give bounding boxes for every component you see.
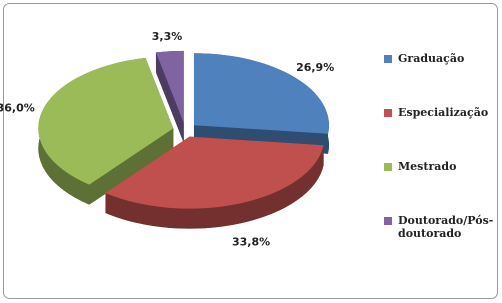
legend-swatch [384,163,392,171]
data-label: 3,3% [152,30,183,43]
data-label: 36,0% [0,101,35,114]
legend-swatch [384,109,392,117]
legend-label: Graduação [398,52,465,65]
data-label: 26,9% [296,61,334,74]
slice [155,50,184,123]
slice [193,53,329,134]
legend-label: Especialização [398,106,489,119]
slice-side [105,145,324,229]
legend-item: Doutorado/Pós-doutorado [384,214,494,240]
legend-item: Especialização [384,106,494,119]
data-label: 33,8% [232,236,270,249]
legend-swatch [384,55,392,63]
legend-label: Doutorado/Pós-doutorado [398,214,494,240]
legend-item: Mestrado [384,160,494,173]
slice [105,136,324,209]
slice [38,57,174,185]
slice-side [155,52,184,143]
legend-swatch [384,217,392,225]
slice-side [89,128,174,205]
legend-item: Graduação [384,52,494,65]
legend-label: Mestrado [398,160,457,173]
